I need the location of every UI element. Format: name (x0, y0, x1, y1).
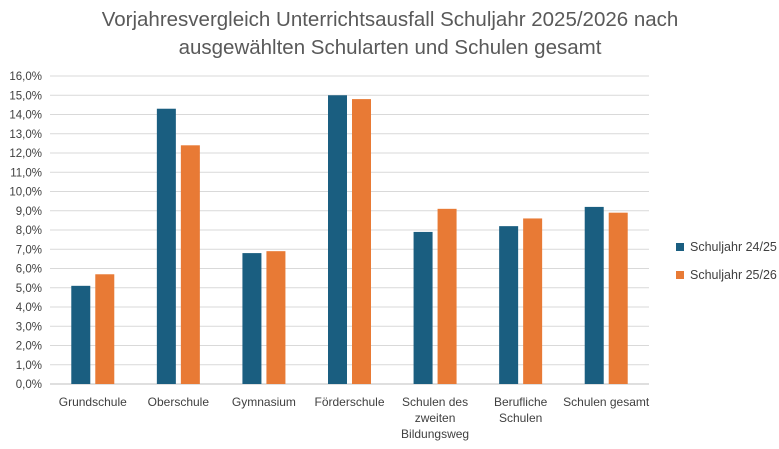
legend-label-series-2: Schuljahr 25/26 (690, 268, 777, 282)
chart-title-line-2: ausgewählten Schularten und Schulen gesa… (178, 36, 602, 59)
y-tick-label: 4,0% (16, 302, 42, 314)
y-tick-label: 13,0% (9, 129, 42, 141)
bar-series-1 (499, 226, 519, 384)
x-tick-label: Grundschule (59, 395, 127, 409)
bar-series-1 (413, 231, 433, 384)
x-tick-label: Schulen (499, 411, 542, 425)
y-tick-label: 15,0% (9, 90, 42, 102)
bar-series-1 (156, 108, 176, 384)
y-tick-label: 10,0% (9, 187, 42, 199)
bar-series-1 (584, 206, 604, 384)
legend-label-series-1: Schuljahr 24/25 (690, 240, 777, 254)
y-tick-label: 11,0% (10, 167, 42, 179)
legend-item-series-2: Schuljahr 25/26 (676, 261, 777, 289)
x-tick-label: Schulen gesamt (563, 395, 650, 409)
bar-series-2 (95, 274, 115, 384)
bar-series-1 (242, 253, 262, 384)
bar-series-2 (352, 99, 371, 384)
x-tick-label: Gymnasium (232, 395, 296, 409)
legend-item-series-1: Schuljahr 24/25 (676, 233, 777, 261)
bar-series-2 (266, 251, 286, 384)
chart-title: Vorjahresvergleich Unterrichtsausfall Sc… (40, 6, 740, 62)
y-tick-label: 5,0% (16, 283, 42, 295)
y-tick-label: 7,0% (16, 244, 42, 256)
bar-series-1 (328, 95, 347, 384)
y-tick-label: 6,0% (16, 264, 42, 276)
y-tick-label: 12,0% (9, 148, 42, 160)
x-tick-label: Bildungsweg (401, 427, 469, 441)
y-tick-label: 14,0% (9, 110, 42, 122)
x-tick-label: Schulen des (402, 395, 468, 409)
bar-series-2 (437, 208, 457, 384)
y-tick-label: 3,0% (16, 321, 42, 333)
y-tick-label: 9,0% (16, 206, 42, 218)
y-tick-label: 16,0% (9, 71, 42, 83)
y-tick-label: 2,0% (16, 341, 42, 353)
legend: Schuljahr 24/25 Schuljahr 25/26 (676, 233, 777, 289)
bar-series-2 (180, 145, 200, 384)
y-tick-label: 1,0% (16, 360, 42, 372)
x-tick-label: Oberschule (148, 395, 210, 409)
legend-swatch-series-2 (676, 271, 684, 279)
bar-series-1 (71, 285, 91, 384)
bar-series-2 (523, 218, 543, 384)
legend-swatch-series-1 (676, 243, 684, 251)
x-tick-label: zweiten (415, 411, 456, 425)
y-tick-label: 0,0% (16, 379, 42, 391)
x-tick-label: Förderschule (314, 395, 384, 409)
x-tick-label: Berufliche (494, 395, 548, 409)
bar-series-2 (608, 212, 628, 384)
chart-title-line-1: Vorjahresvergleich Unterrichtsausfall Sc… (101, 8, 679, 31)
y-tick-label: 8,0% (16, 225, 42, 237)
